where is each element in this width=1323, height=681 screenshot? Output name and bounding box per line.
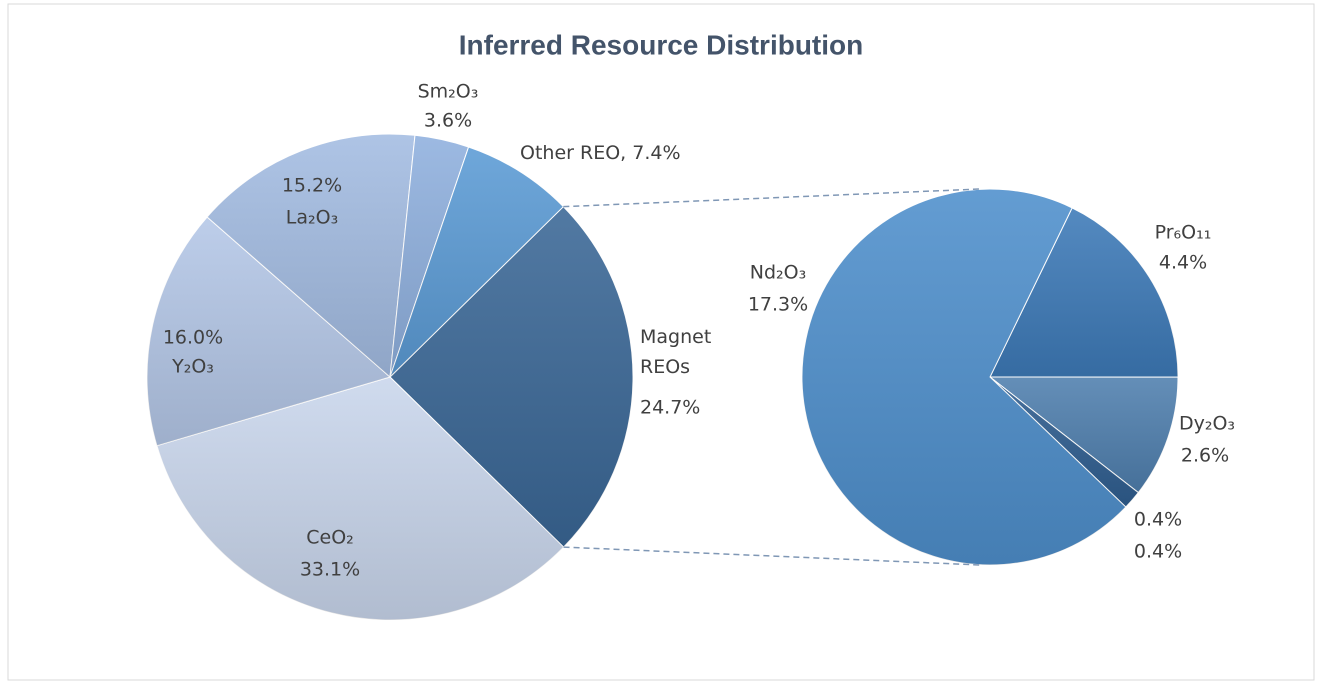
- slice-shade: [990, 377, 1139, 508]
- category-label: Magnet REOs: [640, 326, 711, 378]
- category-label: La₂O₃: [286, 207, 338, 229]
- category-label: Nd₂O₃: [750, 262, 806, 284]
- value-label: 0.4%: [1134, 509, 1182, 531]
- value-label: 24.7%: [640, 397, 700, 419]
- data-label: Other REO, 7.4%: [520, 142, 681, 164]
- slice-shade: [990, 207, 1178, 378]
- value-label: 16.0%: [163, 327, 223, 349]
- value-label: 17.3%: [748, 294, 808, 316]
- value-label: 33.1%: [300, 559, 360, 581]
- category-label: Dy₂O₃: [1179, 413, 1235, 435]
- category-label: Pr₆O₁₁: [1155, 222, 1212, 244]
- category-label-line: Magnet: [640, 326, 711, 348]
- slice-shade: [207, 134, 415, 377]
- value-label: 4.4%: [1159, 252, 1207, 274]
- slice-shade: [990, 377, 1178, 493]
- category-label-line: REOs: [640, 356, 690, 378]
- category-label: CeO₂: [306, 527, 354, 549]
- data-label-part: Other REO: [520, 142, 620, 164]
- category-label: 0.4%: [1134, 541, 1182, 563]
- slice-shade: [390, 147, 564, 377]
- value-label: 3.6%: [424, 110, 472, 132]
- slice-shade: [147, 217, 390, 446]
- slice-shade: [801, 188, 1126, 565]
- value-label: 15.2%: [282, 175, 342, 197]
- category-label: Sm₂O₃: [418, 81, 479, 103]
- slice-shade: [390, 135, 469, 377]
- slice-shade: [156, 377, 564, 621]
- data-label-part: ,: [620, 142, 632, 164]
- slice-shade: [390, 206, 633, 548]
- value-label: 2.6%: [1181, 445, 1229, 467]
- data-label-part: 7.4%: [632, 142, 680, 164]
- category-label: Y₂O₃: [171, 356, 214, 378]
- chart-title: Inferred Resource Distribution: [459, 29, 864, 60]
